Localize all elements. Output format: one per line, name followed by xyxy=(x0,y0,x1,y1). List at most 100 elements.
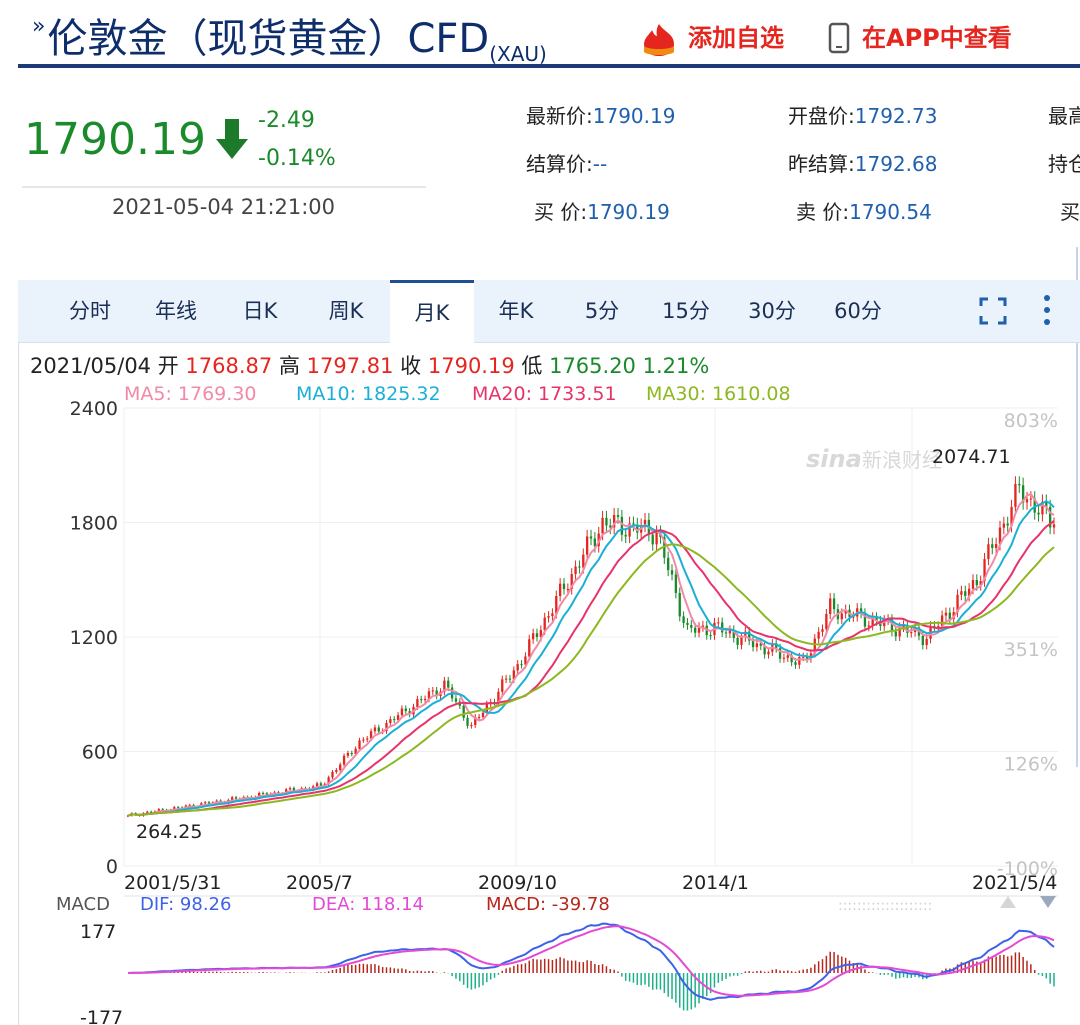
tab-yearline[interactable]: 年线 xyxy=(155,299,197,323)
fullscreen-icon[interactable] xyxy=(978,296,1008,331)
candle-body xyxy=(535,633,539,637)
tab-timeshare[interactable]: 分时 xyxy=(69,299,111,323)
more-vertical-icon[interactable] xyxy=(1042,294,1052,331)
candle-body xyxy=(632,523,635,525)
candle-body xyxy=(933,625,936,627)
field-open: 开盘价:1792.73 xyxy=(788,104,938,128)
candle-body xyxy=(555,596,558,614)
tab-weekly[interactable]: 周K xyxy=(328,299,364,323)
ma20-line xyxy=(127,520,1055,817)
tab-5min[interactable]: 5分 xyxy=(584,299,620,323)
candle-body xyxy=(898,627,901,637)
y-right-tick-label: 803% xyxy=(1004,410,1058,432)
candle-body xyxy=(547,616,550,618)
candle-body xyxy=(258,792,261,797)
phone-icon[interactable] xyxy=(828,22,850,59)
candle-body xyxy=(362,739,365,741)
candle-body xyxy=(204,802,207,804)
candle-body xyxy=(176,807,180,809)
tab-60min[interactable]: 60分 xyxy=(834,299,882,323)
candle-body xyxy=(454,698,458,702)
candle-body xyxy=(906,625,909,633)
candle-body xyxy=(558,583,562,597)
candle-body xyxy=(435,690,438,696)
candle-body xyxy=(423,698,427,701)
candle-body xyxy=(813,638,816,654)
candle-body xyxy=(871,617,874,626)
flame-icon[interactable] xyxy=(640,22,678,61)
dif-label: DIF: 98.26 xyxy=(140,894,231,915)
candle-body xyxy=(285,789,288,794)
candle-body xyxy=(717,622,720,624)
candle-body xyxy=(759,643,762,646)
tab-monthly[interactable]: 月K xyxy=(390,280,474,346)
candle-body xyxy=(1048,506,1052,528)
candle-body xyxy=(593,538,597,547)
candle-body xyxy=(721,622,724,633)
candle-body xyxy=(790,655,793,663)
candle-body xyxy=(674,574,678,593)
candle-body xyxy=(574,566,577,575)
candle-body xyxy=(504,678,508,680)
candle-body xyxy=(971,579,975,589)
candle-body xyxy=(404,708,407,712)
field-ask: 卖 价:1790.54 xyxy=(796,200,932,224)
candle-body xyxy=(902,625,905,628)
tab-yearly[interactable]: 年K xyxy=(498,299,534,323)
field-settle: 结算价:-- xyxy=(526,152,608,176)
price-change: -2.49 xyxy=(258,108,315,133)
candle-body xyxy=(501,679,504,692)
tab-daily[interactable]: 日K xyxy=(242,299,278,323)
candle-body xyxy=(1018,483,1021,486)
double-chevron-icon: » xyxy=(32,14,46,39)
candle-body xyxy=(601,517,604,534)
candle-body xyxy=(207,802,211,804)
candle-body xyxy=(474,717,477,726)
candle-body xyxy=(736,638,739,645)
page-title: »伦敦金（现货黄金）CFD(XAU) xyxy=(32,14,547,66)
candle-body xyxy=(416,699,419,707)
candle-body xyxy=(775,643,778,649)
candle-body xyxy=(782,657,786,659)
candle-body xyxy=(234,797,238,799)
candle-body xyxy=(670,570,674,575)
candle-body xyxy=(566,589,570,591)
y-tick-label: 1200 xyxy=(70,627,118,649)
candle-body xyxy=(431,690,434,692)
candle-body xyxy=(520,664,523,666)
tab-30min[interactable]: 30分 xyxy=(748,299,796,323)
candle-body xyxy=(315,783,319,787)
candle-body xyxy=(1025,499,1029,503)
candle-body xyxy=(616,515,620,517)
candle-body xyxy=(477,716,481,718)
tab-15min[interactable]: 15分 xyxy=(662,299,710,323)
candle-body xyxy=(366,738,369,740)
x-tick-label: 2005/7 xyxy=(286,872,353,894)
candle-body xyxy=(863,613,867,627)
candle-body xyxy=(786,655,789,658)
candle-body xyxy=(385,722,388,732)
candle-body xyxy=(967,588,971,597)
candle-body xyxy=(354,748,357,755)
candle-body xyxy=(744,631,747,638)
side-divider xyxy=(1076,247,1078,767)
add-watchlist-button[interactable]: 添加自选 xyxy=(688,24,784,52)
candle-body xyxy=(1014,483,1017,507)
view-in-app-button[interactable]: 在APP中查看 xyxy=(862,24,1012,52)
divider xyxy=(22,186,426,188)
candle-body xyxy=(697,626,701,633)
watermark-logo: sina xyxy=(806,445,862,473)
ma5-label: MA5: 1769.30 xyxy=(124,383,257,405)
candle-body xyxy=(585,536,589,555)
ma30-label: MA30: 1610.08 xyxy=(646,383,791,405)
candle-body xyxy=(678,592,681,617)
candle-body xyxy=(516,664,519,671)
ma10-label: MA10: 1825.32 xyxy=(296,383,441,405)
field-bid: 买 价:1790.19 xyxy=(534,200,670,224)
y-right-tick-label: 126% xyxy=(1004,754,1058,776)
candle-body xyxy=(126,815,130,817)
candle-body xyxy=(728,630,732,634)
candle-body xyxy=(998,527,1002,545)
ma30-line xyxy=(127,543,1055,817)
